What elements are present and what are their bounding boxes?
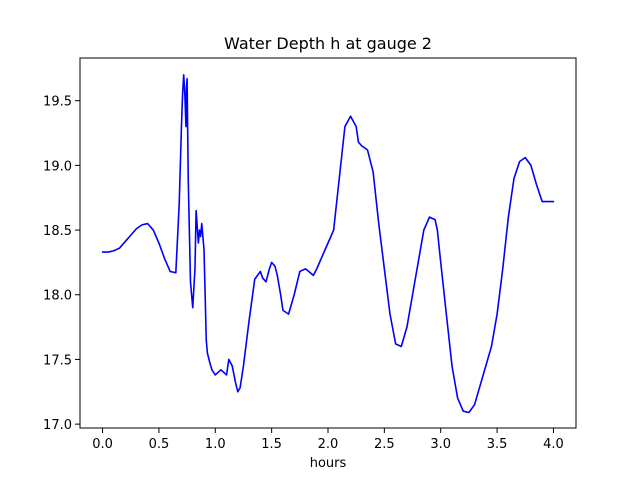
series-line-1 [101, 74, 555, 414]
x-tick-label: 2.5 [374, 437, 395, 452]
x-tick-label: 3.5 [487, 437, 508, 452]
x-tick-label: 3.0 [430, 437, 451, 452]
y-tick-label: 18.5 [43, 224, 72, 239]
x-axis-label: hours [310, 456, 347, 471]
y-tick-label: 17.0 [43, 418, 72, 433]
chart-title: Water Depth h at gauge 2 [224, 34, 432, 53]
x-tick-label: 4.0 [543, 437, 564, 452]
x-tick-label: 2.0 [318, 437, 339, 452]
x-tick-label: 0.5 [149, 437, 170, 452]
x-tick-label: 0.0 [92, 437, 113, 452]
y-tick-label: 19.0 [43, 159, 72, 174]
y-tick-label: 19.5 [43, 95, 72, 110]
y-tick-label: 18.0 [43, 289, 72, 304]
axes-frame [79, 57, 577, 429]
plot-area: 0.0 0.5 1.0 1.5 2.0 2.5 3.0 3.5 4.0 17.0 17.5 18.0 1… [43, 57, 577, 452]
x-tick-label: 1.0 [205, 437, 226, 452]
x-tick-label: 1.5 [261, 437, 282, 452]
y-tick-label: 17.5 [43, 353, 72, 368]
